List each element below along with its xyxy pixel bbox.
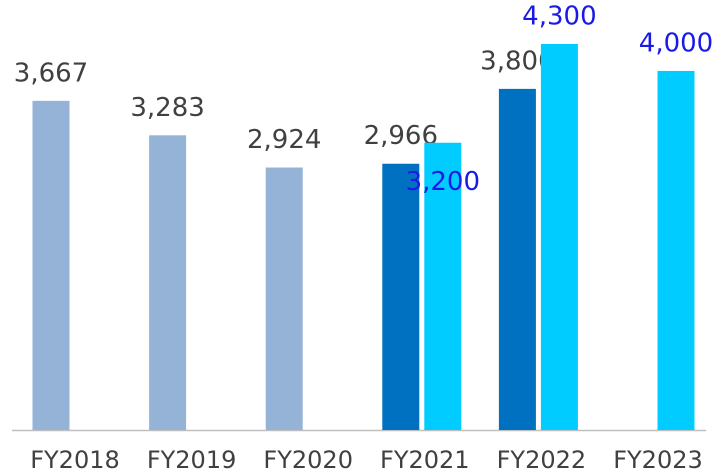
bar xyxy=(424,142,462,430)
value-label: 3,283 xyxy=(130,93,204,123)
bar xyxy=(265,167,303,430)
x-tick-label: FY2018 xyxy=(30,446,120,474)
bar xyxy=(540,44,578,430)
value-label: 4,000 xyxy=(639,28,713,58)
bar xyxy=(149,135,187,430)
x-tick-label: FY2019 xyxy=(147,446,237,474)
value-label: 3,667 xyxy=(14,58,88,88)
bar xyxy=(498,88,536,430)
x-tick-label: FY2023 xyxy=(613,446,703,474)
bar xyxy=(382,163,420,431)
x-tick-label: FY2020 xyxy=(263,446,353,474)
bar xyxy=(657,70,695,430)
value-label: 2,924 xyxy=(247,125,321,155)
x-tick-label: FY2022 xyxy=(497,446,587,474)
bar xyxy=(32,100,70,431)
value-label: 3,200 xyxy=(406,167,480,197)
x-tick-label: FY2021 xyxy=(380,446,470,474)
value-label: 4,300 xyxy=(522,2,596,32)
